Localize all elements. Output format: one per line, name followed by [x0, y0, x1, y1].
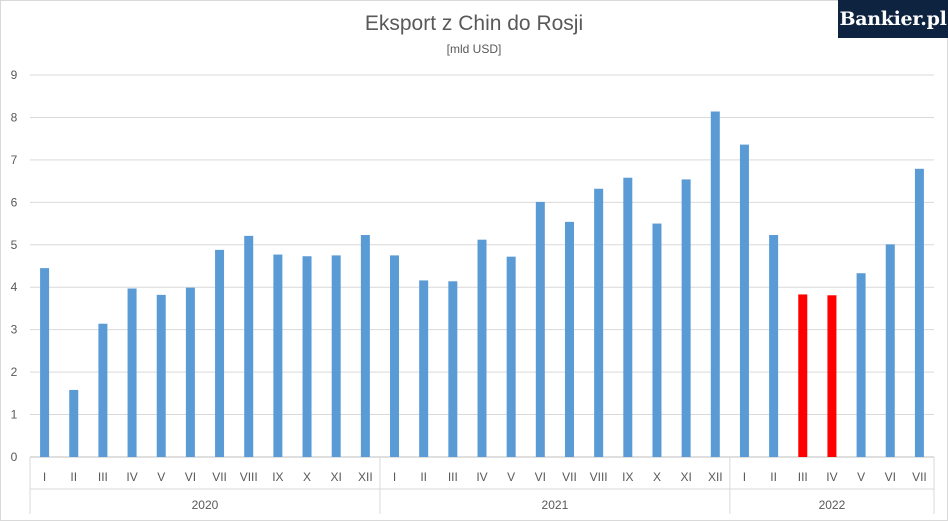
- x-tick-label: VI: [535, 470, 546, 484]
- bar: [302, 256, 312, 457]
- x-tick-label: IV: [826, 470, 837, 484]
- bar: [390, 255, 400, 457]
- bar: [798, 294, 808, 457]
- bar: [623, 177, 633, 457]
- bar: [652, 223, 662, 457]
- bar: [739, 144, 749, 457]
- bar: [419, 280, 429, 457]
- y-tick-label: 7: [11, 153, 18, 167]
- x-tick-label: I: [743, 470, 746, 484]
- x-tick-label: VIII: [240, 470, 258, 484]
- bar: [448, 281, 458, 457]
- bar: [185, 287, 195, 457]
- bar: [856, 273, 866, 457]
- bar: [564, 221, 574, 457]
- x-tick-label: V: [157, 470, 165, 484]
- x-tick-label: IV: [126, 470, 137, 484]
- bankier-logo: Bankier.pl: [838, 0, 948, 38]
- x-tick-label: VII: [212, 470, 227, 484]
- x-tick-label: VI: [885, 470, 896, 484]
- bar: [127, 288, 137, 457]
- bar: [535, 201, 545, 457]
- x-tick-label: II: [770, 470, 777, 484]
- group-label: 2021: [542, 498, 569, 512]
- bar: [885, 244, 895, 457]
- x-tick-label: XII: [708, 470, 723, 484]
- y-tick-label: 4: [11, 280, 18, 294]
- bar: [215, 249, 225, 457]
- x-tick-label: VI: [185, 470, 196, 484]
- x-tick-label: III: [98, 470, 108, 484]
- bar: [594, 188, 604, 458]
- bar: [769, 235, 779, 457]
- y-tick-label: 6: [11, 195, 18, 209]
- x-tick-label: III: [448, 470, 458, 484]
- y-tick-label: 0: [11, 450, 18, 464]
- x-tick-label: I: [393, 470, 396, 484]
- x-tick-label: I: [43, 470, 46, 484]
- x-tick-label: X: [653, 470, 661, 484]
- bar: [40, 268, 50, 457]
- x-tick-label: VII: [912, 470, 927, 484]
- x-tick-label: XI: [680, 470, 691, 484]
- chart-title: Eksport z Chin do Rosji: [364, 12, 584, 35]
- x-tick-label: IX: [622, 470, 633, 484]
- bar: [98, 323, 108, 457]
- chart-subtitle: [mld USD]: [446, 42, 502, 56]
- bar: [477, 239, 487, 457]
- bar: [681, 179, 691, 457]
- group-label: 2020: [192, 498, 219, 512]
- x-tick-label: II: [420, 470, 427, 484]
- bar: [827, 295, 837, 457]
- x-tick-label: XII: [358, 470, 373, 484]
- x-tick-label: X: [303, 470, 311, 484]
- bar: [710, 111, 720, 457]
- bar: [360, 235, 370, 457]
- group-label: 2022: [819, 498, 846, 512]
- y-tick-label: 1: [11, 408, 18, 422]
- y-tick-label: 3: [11, 323, 18, 337]
- bar: [244, 235, 254, 457]
- bar: [331, 255, 341, 457]
- y-tick-label: 2: [11, 365, 18, 379]
- x-tick-label: XI: [331, 470, 342, 484]
- bar: [914, 168, 924, 457]
- x-tick-label: III: [798, 470, 808, 484]
- bar: [506, 256, 516, 457]
- y-tick-label: 9: [11, 68, 18, 82]
- x-tick-label: V: [857, 470, 865, 484]
- x-tick-label: II: [70, 470, 77, 484]
- x-tick-label: IV: [476, 470, 487, 484]
- y-tick-label: 5: [11, 238, 18, 252]
- bar: [156, 294, 166, 457]
- bar: [69, 389, 79, 457]
- bar: [273, 254, 283, 457]
- x-tick-label: V: [507, 470, 515, 484]
- x-tick-label: VIII: [590, 470, 608, 484]
- x-tick-label: IX: [272, 470, 283, 484]
- y-tick-label: 8: [11, 110, 18, 124]
- x-tick-label: VII: [562, 470, 577, 484]
